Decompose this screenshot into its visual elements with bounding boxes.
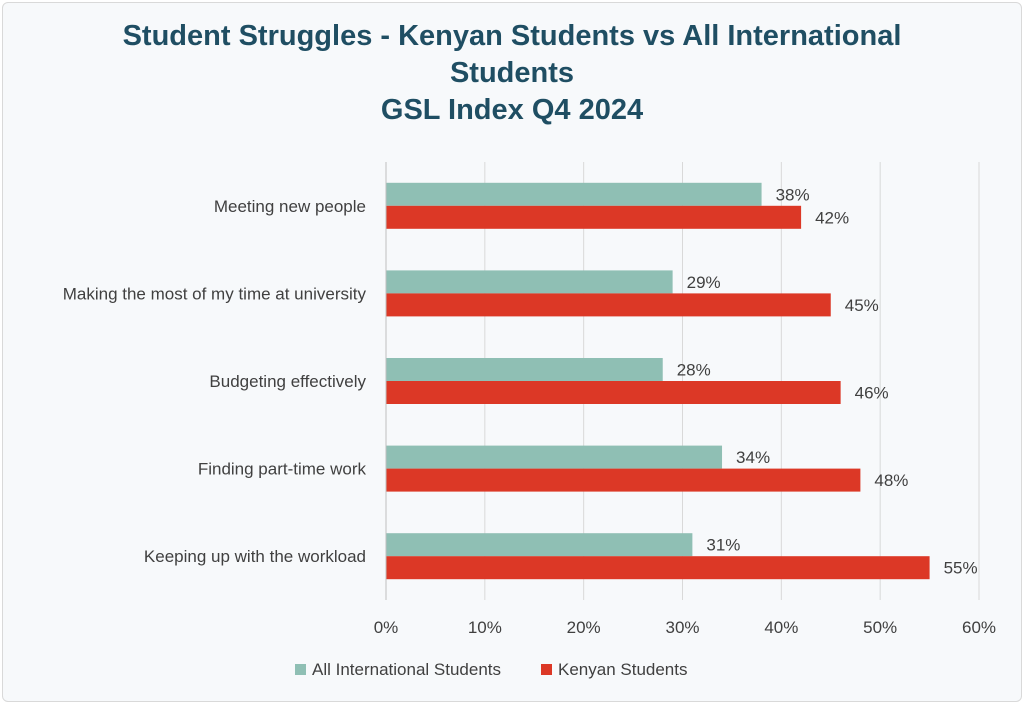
chart-title-line-2: Students [449,57,575,89]
bar-kenyan [386,381,841,404]
category-label: Keeping up with the workload [144,547,366,566]
bar-all-international [386,358,663,381]
bar-kenyan [386,205,802,229]
data-label: 29% [687,273,721,292]
bar-all-international [386,445,723,469]
legend-swatch [541,664,552,675]
data-label: 45% [845,296,879,315]
x-tick-label: 60% [962,618,996,637]
legend-label: Kenyan Students [558,660,687,679]
x-tick-label: 30% [665,618,699,637]
chart-title-line-3: GSL Index Q4 2024 [380,94,644,126]
chart-title-line-1: Student Struggles - Kenyan Students vs A… [122,20,902,52]
chart-title: Student Struggles - Kenyan Students vs A… [0,18,1024,129]
data-label: 38% [776,185,810,204]
data-label: 48% [874,471,908,490]
legend-label: All International Students [312,660,501,679]
bar-kenyan [386,293,831,317]
category-label: Meeting new people [214,197,366,216]
bar-kenyan [386,556,930,580]
x-tick-label: 0% [374,618,399,637]
category-label: Finding part-time work [198,460,367,479]
x-tick-label: 50% [863,618,897,637]
x-tick-label: 40% [764,618,798,637]
data-label: 31% [706,536,740,555]
x-tick-label: 20% [567,618,601,637]
category-label: Budgeting effectively [209,372,366,391]
x-tick-label: 10% [468,618,502,637]
data-label: 28% [677,361,711,380]
data-label: 55% [944,559,978,578]
data-label: 34% [736,448,770,467]
data-label: 46% [855,384,889,403]
category-label: Making the most of my time at university [63,284,367,303]
legend-swatch [295,664,306,675]
bar-all-international [386,533,693,557]
bar-all-international [386,270,673,294]
data-label: 42% [815,208,849,227]
bar-all-international [386,182,762,206]
bar-kenyan [386,468,861,492]
